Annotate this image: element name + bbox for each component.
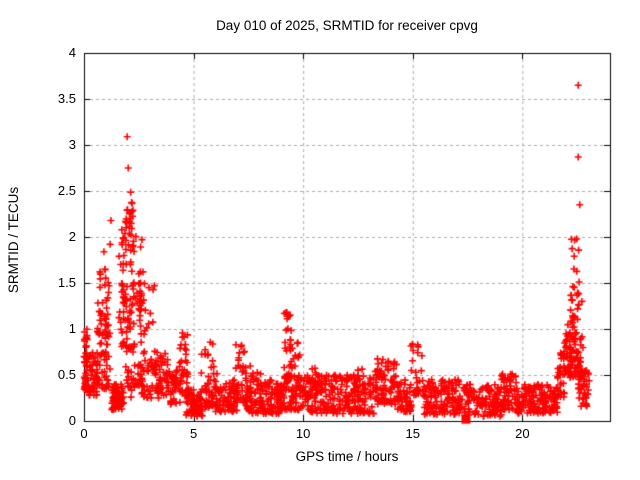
y-tick-label: 1.5 [57,275,76,290]
y-tick-label: 3.5 [57,91,76,106]
y-tick-label: 4 [68,45,76,60]
y-tick-label: 0.5 [57,367,76,382]
y-tick-label: 2.5 [57,183,76,198]
x-tick-label: 15 [405,426,420,441]
x-tick-label: 20 [515,426,530,441]
y-tick-label: 2 [68,229,76,244]
y-axis-label: SRMTID / TECUs [6,186,21,294]
y-tick-label: 0 [68,413,76,428]
y-tick-label: 1 [68,321,76,336]
x-tick-label: 10 [295,426,311,441]
chart-title: Day 010 of 2025, SRMTID for receiver cpv… [216,18,478,33]
x-axis-label: GPS time / hours [295,449,399,464]
y-tick-label: 3 [68,137,76,152]
x-tick-label: 0 [80,426,88,441]
x-tick-label: 5 [189,426,198,441]
